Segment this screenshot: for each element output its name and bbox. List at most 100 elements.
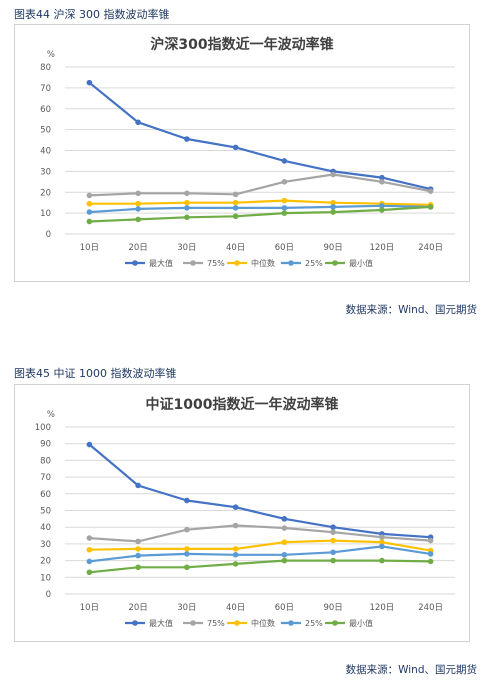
chart-1-series-0-point bbox=[379, 174, 385, 181]
chart-2-series-0-point bbox=[86, 441, 93, 448]
chart-1-series-line-4 bbox=[89, 205, 431, 223]
chart-1-series-0-point bbox=[184, 136, 190, 142]
chart-1-series-1-point bbox=[281, 179, 288, 185]
chart-1-series-4-point bbox=[427, 204, 434, 210]
chart-2-series-line-2 bbox=[89, 539, 431, 552]
chart-2-x-tick-label: 60日 bbox=[275, 603, 294, 613]
chart-1-legend-label: 25% bbox=[305, 259, 323, 268]
chart-2-series-4-point bbox=[330, 557, 336, 564]
chart-2-series-2-point bbox=[330, 537, 336, 544]
chart-2-x-tick-label: 10日 bbox=[80, 603, 99, 613]
chart-2-series-1-point bbox=[135, 538, 141, 545]
chart-box-1: 沪深300指数近一年波动率锥% 0 10 20 30 40 50 60 70 80 10日 20日 30… bbox=[14, 24, 470, 282]
chart-2-y-tick-label: 90 bbox=[40, 440, 51, 450]
chart-1-series-0-point bbox=[281, 158, 288, 164]
chart-2-x-tick-label: 30日 bbox=[177, 603, 196, 613]
chart-1-y-tick-label: 0 bbox=[46, 230, 51, 240]
chart-2-series-0-point bbox=[281, 516, 288, 522]
chart-2-series-2-point bbox=[135, 546, 141, 552]
chart-1-x-tick-label: 120日 bbox=[370, 243, 395, 253]
chart-1-y-tick-label: 40 bbox=[40, 147, 51, 157]
chart-2-series-4-point bbox=[135, 564, 141, 571]
chart-2-series-2-point bbox=[281, 539, 288, 546]
chart-2-series-2-point bbox=[86, 546, 93, 553]
chart-1-series-3-point bbox=[86, 209, 93, 215]
chart-csi1000-vol-cone: 中证1000指数近一年波动率锥% 0 10 20 30 40 50 60 70 80 90 100 10… bbox=[35, 396, 455, 628]
chart-2-title: 中证1000指数近一年波动率锥 bbox=[146, 396, 339, 413]
chart-1-series-3-point bbox=[232, 205, 239, 211]
chart-1-series-4-point bbox=[184, 214, 190, 221]
chart-2-y-tick-label: 20 bbox=[40, 557, 51, 567]
chart-2-series-0-point bbox=[184, 497, 190, 504]
chart-2-y-unit: % bbox=[47, 410, 55, 420]
chart-2-y-tick-label: 0 bbox=[46, 590, 51, 600]
chart-1-legend-swatch-marker bbox=[190, 260, 196, 266]
chart-1-x-tick-label: 20日 bbox=[128, 243, 147, 253]
chart-2-legend-item: 最大值 bbox=[125, 618, 173, 628]
chart-2-y-tick-label: 10 bbox=[40, 573, 51, 583]
chart-1-x-tick-label: 40日 bbox=[226, 243, 245, 253]
chart-2-legend-swatch-marker bbox=[288, 620, 294, 626]
chart-1-series-4-point bbox=[330, 209, 336, 215]
chart-2-series-0-point bbox=[232, 504, 239, 510]
chart-hs300-vol-cone: 沪深300指数近一年波动率锥% 0 10 20 30 40 50 60 70 80 10日 20日 30… bbox=[40, 36, 455, 268]
chart-1-series-0-point bbox=[86, 79, 93, 86]
chart-2-legend-label: 75% bbox=[207, 619, 225, 628]
chart-2-series-3-point bbox=[281, 551, 288, 558]
chart-2-legend-swatch-marker bbox=[190, 620, 196, 626]
chart-1-y-tick-label: 50 bbox=[40, 126, 51, 136]
chart-1-series-line-3 bbox=[89, 204, 431, 214]
chart-1-series-line-2 bbox=[89, 199, 431, 206]
chart-2-x-tick-label: 120日 bbox=[370, 603, 395, 613]
chart-1-series-0-point bbox=[232, 144, 239, 151]
chart-2-series-1-point bbox=[232, 522, 239, 529]
chart-1-legend-label: 75% bbox=[207, 259, 225, 268]
chart-1-x-tick-label: 60日 bbox=[275, 243, 294, 253]
chart-2-legend-label: 25% bbox=[305, 619, 323, 628]
chart-2-series-3-point bbox=[330, 549, 336, 556]
chart-2-series-0-point bbox=[135, 482, 141, 489]
chart-1-legend-label: 最小值 bbox=[349, 258, 373, 268]
chart-1-y-tick-label: 80 bbox=[40, 63, 51, 73]
chart-2-series-2-point bbox=[232, 546, 239, 552]
chart-2-series-3-point bbox=[184, 551, 190, 557]
chart-1-y-unit: % bbox=[47, 50, 55, 60]
chart-1-series-2-point bbox=[281, 197, 288, 204]
chart-1-x-tick-label: 240日 bbox=[418, 243, 443, 253]
chart-1-legend-swatch-marker bbox=[288, 260, 294, 266]
chart-1-series-2-point bbox=[184, 199, 190, 206]
chart-2-series-line-1 bbox=[89, 524, 431, 543]
chart-1-legend-item: 25% bbox=[281, 259, 323, 268]
chart-1-series-line-0 bbox=[88, 81, 431, 191]
chart-2-series-1-point bbox=[86, 535, 93, 541]
chart-1-series-1-point bbox=[330, 171, 336, 178]
chart-1-series-3-point bbox=[379, 203, 385, 209]
chart-2-series-2-point bbox=[379, 539, 385, 546]
chart-2-legend-swatch-marker bbox=[332, 620, 338, 626]
chart-1-series-1-point bbox=[232, 191, 239, 198]
chart-1-series-1-point bbox=[135, 190, 141, 197]
chart-2-legend-item: 75% bbox=[183, 619, 225, 628]
chart-1-legend-item: 中位数 bbox=[227, 258, 275, 268]
chart-2-y-tick-label: 40 bbox=[40, 523, 51, 533]
chart-2-series-4-point bbox=[427, 558, 434, 565]
chart-2-legend-swatch-marker bbox=[234, 620, 240, 626]
chart-2-x-tick-label: 240日 bbox=[418, 603, 443, 613]
chart-1-legend-label: 最大值 bbox=[149, 258, 173, 268]
chart-2-legend: 最大值 75% 中位数 25% 最小值 bbox=[125, 618, 373, 628]
chart-1-series-2-point bbox=[232, 199, 239, 206]
chart-1-series-2-point bbox=[330, 199, 336, 206]
chart-2-y-tick-label: 80 bbox=[40, 456, 51, 466]
chart-1-x-tick-label: 90日 bbox=[323, 243, 342, 253]
chart-box-2: 中证1000指数近一年波动率锥% 0 10 20 30 40 50 60 70 80 90 100 10… bbox=[14, 384, 470, 642]
chart-1-series-4-point bbox=[232, 213, 239, 220]
chart-1-y-tick-label: 30 bbox=[40, 167, 51, 177]
chart-2-series-4-point bbox=[281, 557, 288, 564]
chart-2-series-1-point bbox=[281, 525, 288, 531]
chart-1-legend-item: 最小值 bbox=[325, 258, 373, 268]
chart-2-series-3-point bbox=[232, 551, 239, 558]
chart-2-legend-label: 最大值 bbox=[149, 618, 173, 628]
chart-2-legend-label: 最小值 bbox=[349, 618, 373, 628]
chart-2-x-tick-label: 40日 bbox=[226, 603, 245, 613]
chart-1-title: 沪深300指数近一年波动率锥 bbox=[150, 36, 333, 53]
